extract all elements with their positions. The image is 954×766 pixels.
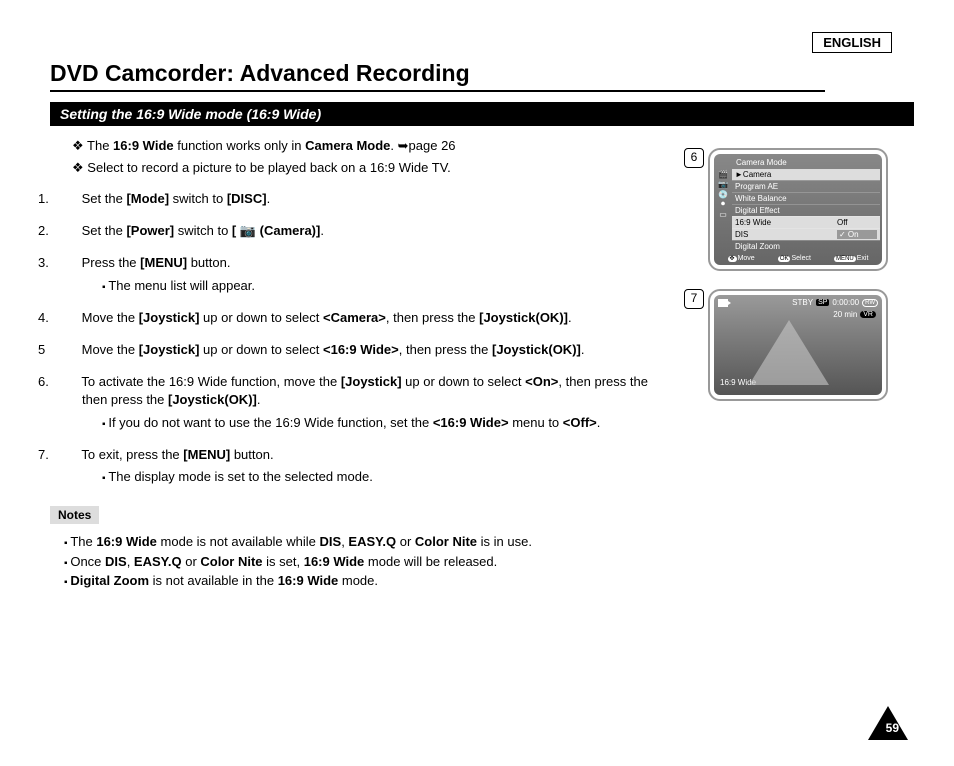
page-number: 59	[886, 721, 899, 735]
wide-label: 16:9 Wide	[720, 378, 756, 387]
step-7: 7. To exit, press the [MENU] button. The…	[50, 446, 670, 486]
remaining-time: 20 min	[833, 310, 857, 319]
move-icon: ✥	[728, 256, 737, 262]
menu-sel-camera: ►Camera	[732, 169, 880, 180]
step-3: 3. Press the [MENU] button. The menu lis…	[50, 254, 670, 294]
intro-list: The 16:9 Wide function works only in Cam…	[50, 138, 670, 176]
stby-label: STBY	[792, 298, 813, 307]
record-icon: ⏺	[716, 199, 730, 209]
menu-item-wb: White Balance	[732, 192, 880, 204]
ok-pill: OK	[778, 256, 791, 262]
sp-badge: SP	[816, 299, 829, 306]
camera-icon: 📷	[716, 179, 730, 189]
camera-icon	[718, 299, 728, 307]
note-3: Digital Zoom is not available in the 16:…	[64, 571, 670, 591]
disc-icon: 💿	[716, 189, 730, 199]
menu-item-dis: DIS✓ On	[732, 228, 880, 240]
notes-list: The 16:9 Wide mode is not available whil…	[50, 532, 670, 591]
menu-bottom-hints: ✥Move OKSelect MENUExit	[716, 252, 880, 263]
lcd-frame-6: Camera Mode 🎬 📷 💿 ⏺ ▭ ►Camera Program AE	[708, 148, 888, 271]
menu-item-effect: Digital Effect	[732, 204, 880, 216]
lcd-frame-7: STBY SP 0:00:00 RW 20 min VR 16:9 Wide	[708, 289, 888, 401]
step-3-sub: The menu list will appear.	[102, 277, 670, 295]
figure-7: 7 STBY SP 0:00:00 RW 20 min VR 1	[684, 289, 914, 401]
step-1: 1. Set the [Mode] switch to [DISC].	[50, 190, 670, 208]
section-heading: Setting the 16:9 Wide mode (16:9 Wide)	[50, 102, 914, 126]
vr-badge: VR	[860, 311, 876, 318]
step-5: 5 Move the [Joystick] up or down to sele…	[50, 341, 670, 359]
intro-line-1: The 16:9 Wide function works only in Cam…	[72, 138, 670, 154]
steps-list: 1. Set the [Mode] switch to [DISC]. 2. S…	[50, 190, 670, 486]
step-7-sub: The display mode is set to the selected …	[102, 468, 670, 486]
menu-item-zoom: Digital Zoom	[732, 240, 880, 252]
note-1: The 16:9 Wide mode is not available whil…	[64, 532, 670, 552]
content-left: The 16:9 Wide function works only in Cam…	[50, 138, 670, 591]
step-6: 6. To activate the 16:9 Wide function, m…	[50, 373, 670, 432]
illustrations: 6 Camera Mode 🎬 📷 💿 ⏺ ▭ ►Camera	[684, 138, 914, 591]
figure-6: 6 Camera Mode 🎬 📷 💿 ⏺ ▭ ►Camera	[684, 148, 914, 271]
figure-7-label: 7	[684, 289, 704, 309]
menu-item-169wide: 16:9 WideOff	[732, 216, 880, 228]
timecode: 0:00:00	[832, 298, 859, 307]
page-title: DVD Camcorder: Advanced Recording	[50, 60, 825, 92]
intro-line-2: Select to record a picture to be played …	[72, 160, 670, 176]
menu-pill: MENU	[834, 256, 856, 262]
notes-label: Notes	[50, 506, 99, 524]
figure-6-label: 6	[684, 148, 704, 168]
note-2: Once DIS, EASY.Q or Color Nite is set, 1…	[64, 552, 670, 572]
menu-screen: Camera Mode 🎬 📷 💿 ⏺ ▭ ►Camera Program AE	[714, 154, 882, 265]
rw-badge: RW	[862, 299, 878, 307]
display-icon: ▭	[716, 209, 730, 219]
film-icon: 🎬	[716, 169, 730, 179]
step-2: 2. Set the [Power] switch to [ 📷 (Camera…	[50, 222, 670, 240]
preview-screen: STBY SP 0:00:00 RW 20 min VR 16:9 Wide	[714, 295, 882, 395]
menu-item-program-ae: Program AE	[732, 180, 880, 192]
menu-title: Camera Mode	[716, 157, 880, 169]
step-6-sub: If you do not want to use the 16:9 Wide …	[102, 414, 670, 432]
step-4: 4. Move the [Joystick] up or down to sel…	[50, 309, 670, 327]
language-indicator: ENGLISH	[812, 32, 892, 53]
